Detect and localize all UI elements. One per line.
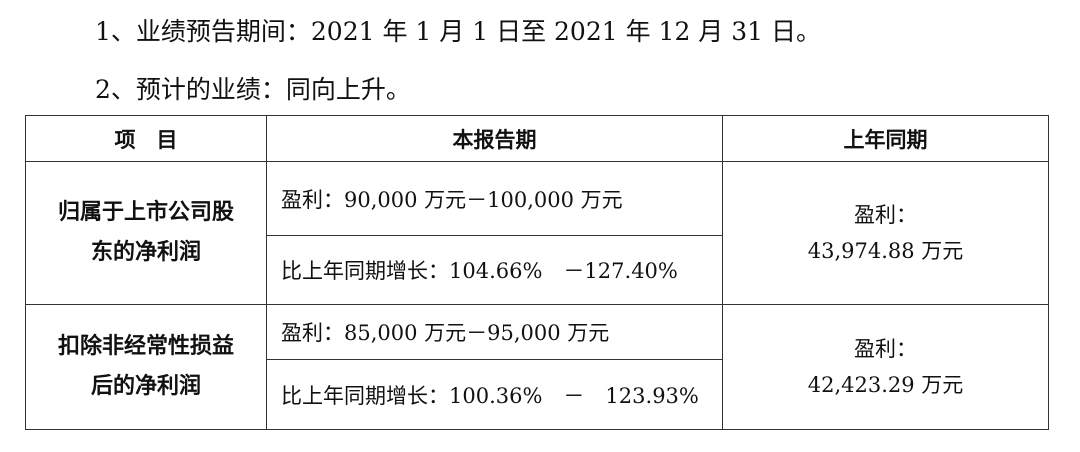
row-label: 归属于上市公司股东的净利润 xyxy=(25,161,267,305)
table-row: 归属于上市公司股东的净利润 盈利：90,000 万元－100,000 万元盈利： 4… xyxy=(25,161,1049,305)
forecast-table: 项 目 本报告期 上年同期 归属于上市公司股东的净利润 盈利：90,000 万元－… xyxy=(25,115,1049,430)
table-row: 比上年同期增长：104.66% －127.40% xyxy=(26,235,1049,305)
header-row: 项 目 本报告期 上年同期 xyxy=(25,115,1049,162)
row-label: 扣除非经常性损益后的净利润 xyxy=(25,304,267,430)
previous-line: 43,974.88 万元 xyxy=(807,239,964,263)
previous-cell: 盈利： 43,974.88 万元 xyxy=(722,161,1049,305)
header-cell: 上年同期 xyxy=(722,115,1049,162)
paragraph: 2、预计的业绩：同向上升。 xyxy=(95,75,411,104)
row-label-text: 归属于上市公司股东的净利润 xyxy=(57,200,234,265)
current-cell: 比上年同期增长：100.36% － 123.93% xyxy=(266,359,723,430)
current-cell: 盈利：90,000 万元－100,000 万元 xyxy=(266,161,723,236)
row-label-text: 扣除非经常性损益后的净利润 xyxy=(57,334,234,399)
header-cell: 本报告期 xyxy=(266,115,723,162)
paragraph: 1、业绩预告期间：2021 年 1 月 1 日至 2021 年 12 月 31 … xyxy=(95,17,822,46)
current-cell: 盈利：85,000 万元－95,000 万元 xyxy=(266,304,723,360)
previous-cell: 盈利： 42,423.29 万元 xyxy=(722,304,1049,430)
header-cell: 项 目 xyxy=(25,115,267,162)
table-body: 归属于上市公司股东的净利润 盈利：90,000 万元－100,000 万元盈利： 4… xyxy=(25,161,1049,430)
previous-line: 盈利： xyxy=(854,203,917,227)
previous-line: 42,423.29 万元 xyxy=(807,373,964,397)
current-cell: 比上年同期增长：104.66% －127.40% xyxy=(266,235,723,305)
table-row: 扣除非经常性损益后的净利润 盈利：85,000 万元－95,000 万元盈利： 42… xyxy=(25,304,1049,430)
table-row: 比上年同期增长：100.36% － 123.93% xyxy=(26,359,1049,430)
previous-line: 盈利： xyxy=(854,337,917,361)
